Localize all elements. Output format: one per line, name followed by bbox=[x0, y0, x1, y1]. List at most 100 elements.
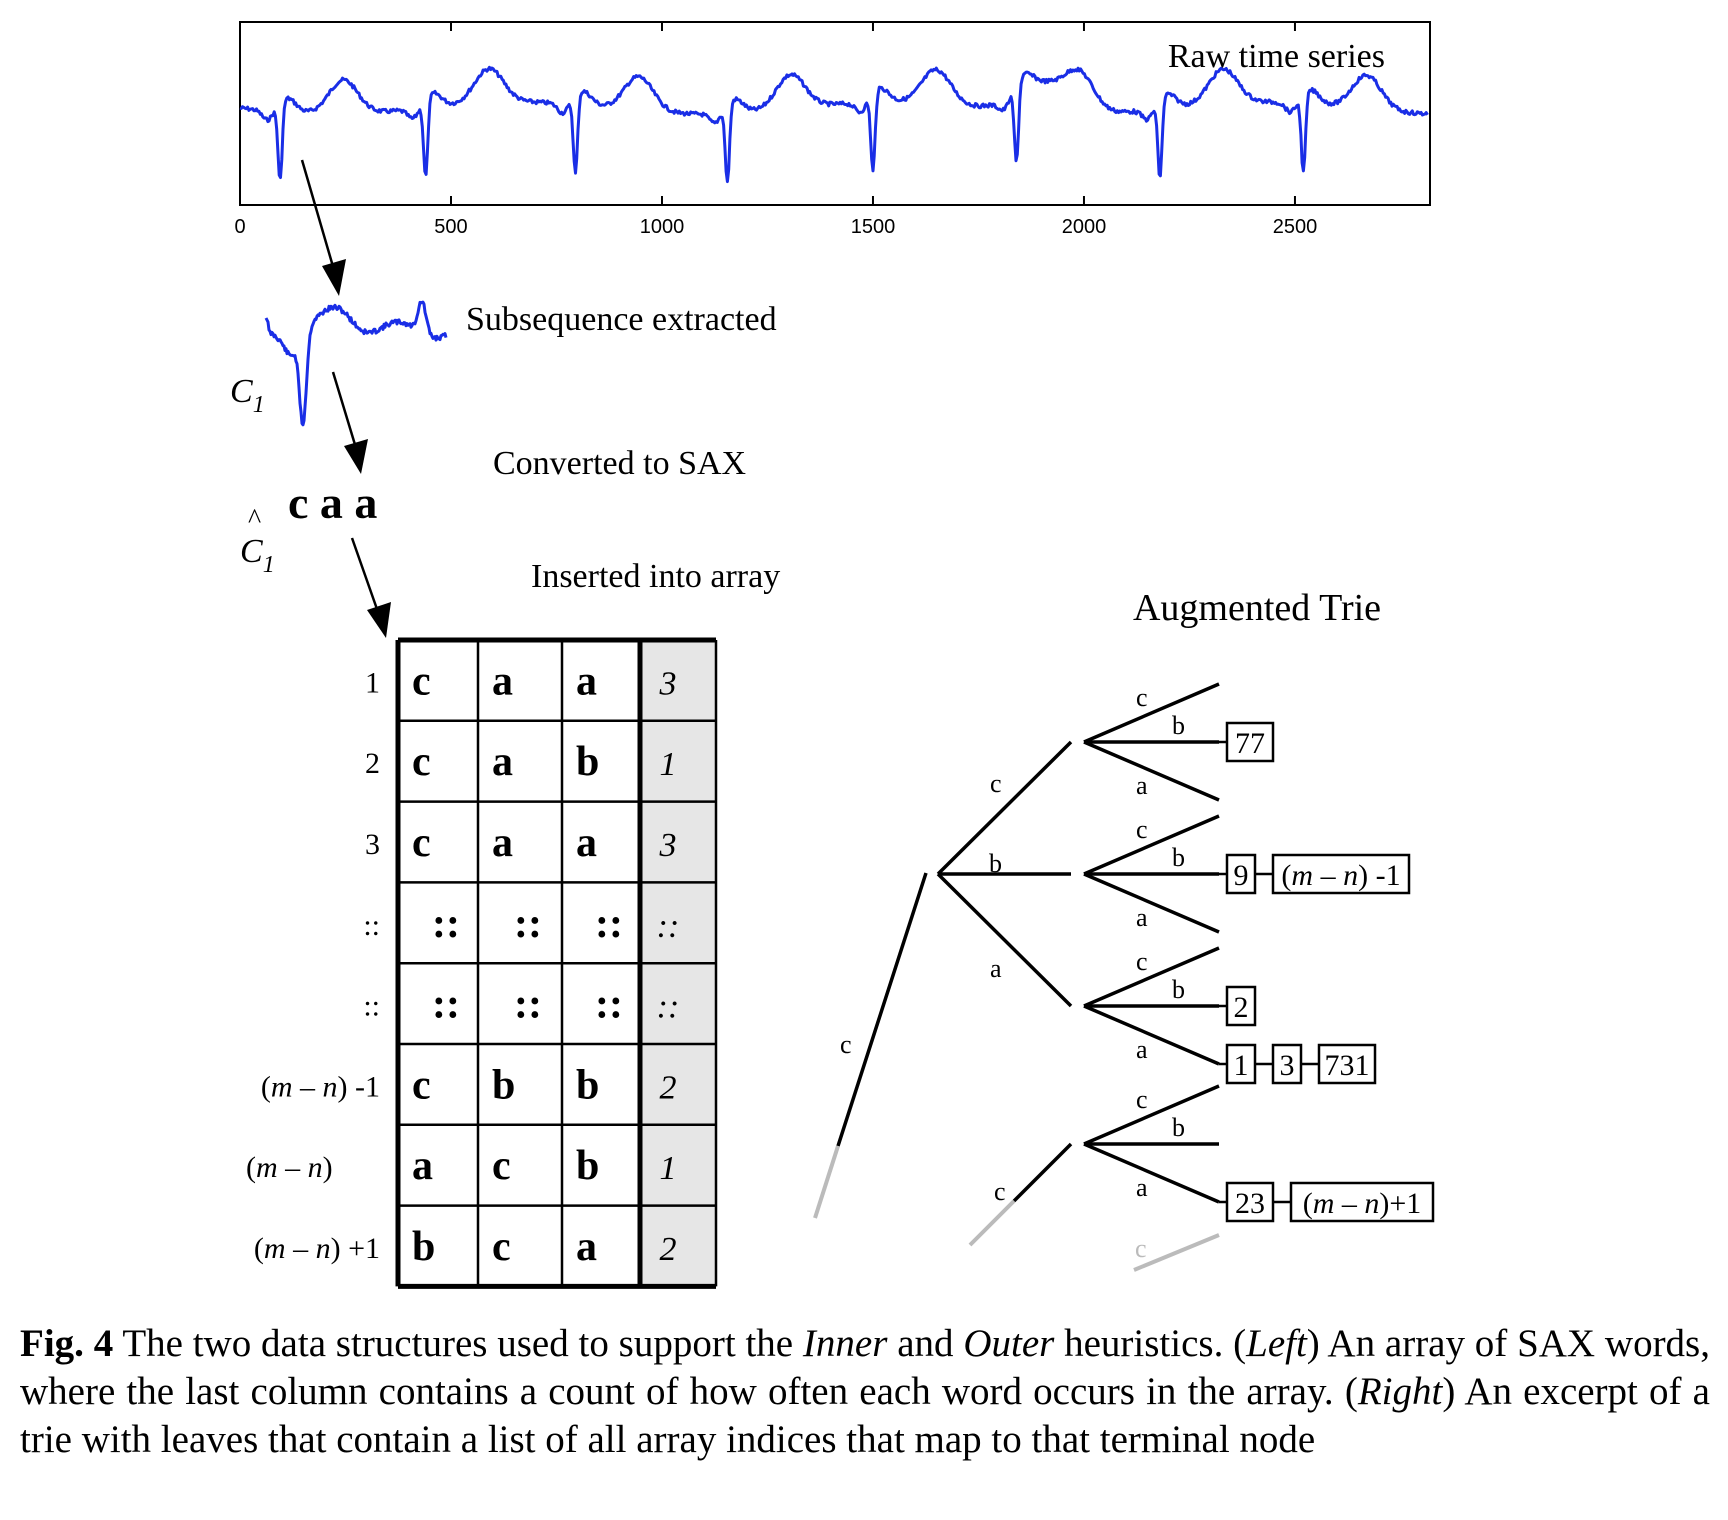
arrow-to-subsequence bbox=[300, 159, 336, 271]
array-letter-cell: a bbox=[576, 658, 597, 704]
trie-leaves: 77 9 (m – n) -1 2 1 3 731 23 (m – n)+1 bbox=[1219, 721, 1435, 1223]
caption-inner: Inner bbox=[802, 1322, 888, 1365]
array-count-cell: 2 bbox=[660, 1069, 677, 1106]
trie-edge-b-label: b bbox=[989, 849, 1002, 878]
array-row-label: 2 bbox=[365, 747, 380, 780]
array-group: Inserted into array c a a 31c a b 12c a a 33:::::… bbox=[246, 537, 780, 1289]
arrow-to-subsequence-head bbox=[322, 259, 346, 296]
raw-series-x-tick-label: 0 bbox=[234, 216, 245, 238]
trie-leaf-value: 3 bbox=[1280, 1049, 1295, 1082]
caption-text-4: ) An array of SAX words, where the last … bbox=[20, 1322, 1710, 1413]
array-letter-cell: c bbox=[492, 1143, 511, 1189]
array-letter-cell: b bbox=[576, 739, 599, 785]
arrow-to-sax bbox=[331, 371, 358, 449]
array-count-cell: :: bbox=[657, 908, 680, 945]
caption-text-2: and bbox=[887, 1322, 964, 1365]
trie-leaf-box bbox=[1225, 721, 1275, 763]
array-letter-cell: c bbox=[412, 658, 431, 704]
array-row-label: :: bbox=[363, 909, 380, 942]
arrow-to-sax-head bbox=[344, 439, 368, 474]
sax-name: C1 bbox=[240, 533, 275, 578]
array-letter-cell: a bbox=[492, 658, 513, 704]
array-letter-cell: :: bbox=[514, 982, 542, 1028]
trie-leaf-box bbox=[1271, 853, 1411, 895]
array-row-label: (m – n) -1 bbox=[261, 1070, 380, 1103]
array-row-label: 3 bbox=[365, 828, 380, 861]
caption-text-3: heuristics. ( bbox=[1054, 1322, 1247, 1365]
raw-series-label: Raw time series bbox=[1168, 38, 1385, 75]
array-letter-cell: a bbox=[576, 1224, 597, 1270]
trie-edge-l2-b-label: b bbox=[1172, 975, 1185, 1004]
trie-leaf-value: 1 bbox=[1234, 1049, 1249, 1082]
trie-edge-lower-c bbox=[1012, 1142, 1073, 1203]
trie-edge-l2-b-label: b bbox=[1172, 843, 1185, 872]
trie-leaf-value: 23 bbox=[1235, 1187, 1265, 1220]
trie-edge-l2-a bbox=[1083, 872, 1220, 934]
array-row-label: 1 bbox=[365, 666, 380, 699]
trie-edge-l2-c bbox=[1083, 946, 1220, 1008]
trie-edge-l2-b-label: b bbox=[1172, 711, 1185, 740]
trie-leaf-box bbox=[1317, 1043, 1377, 1085]
trie-leaf-box bbox=[1225, 1181, 1275, 1223]
trie-leaf-value: 9 bbox=[1234, 859, 1249, 892]
caption-text-1: The two data structures used to support … bbox=[113, 1322, 803, 1365]
raw-series-x-tick-label: 1500 bbox=[851, 216, 896, 238]
trie-edge-l2-c-label: c bbox=[1136, 683, 1148, 712]
sax-group: Converted to SAX c a a ^ C1 bbox=[240, 371, 746, 578]
trie-leaf-value: 77 bbox=[1235, 727, 1265, 760]
trie-edge-a-label: a bbox=[990, 954, 1002, 983]
array-label: Inserted into array bbox=[531, 558, 780, 595]
caption-fig-number: Fig. 4 bbox=[20, 1322, 114, 1365]
array-letter-cell: c bbox=[412, 1062, 431, 1108]
array-row-label: :: bbox=[363, 990, 380, 1023]
array-letter-cell: b bbox=[576, 1062, 599, 1108]
caption-right: Right bbox=[1357, 1370, 1443, 1413]
raw-series-x-tick-label: 1000 bbox=[640, 216, 685, 238]
caption-outer: Outer bbox=[963, 1322, 1055, 1365]
subsequence-line bbox=[264, 300, 448, 427]
trie-edge-l2-a-label: a bbox=[1136, 771, 1148, 800]
array-letter-cell: c bbox=[412, 820, 431, 866]
trie-leaf-box bbox=[1289, 1181, 1435, 1223]
trie-edge-l2-c bbox=[1083, 814, 1220, 876]
trie-edge-l2-a bbox=[1083, 740, 1220, 802]
raw-series-line bbox=[239, 65, 1429, 184]
caption-text-5: ) An excerpt of a trie with leaves that … bbox=[20, 1370, 1710, 1461]
array-letter-cell: :: bbox=[595, 982, 623, 1028]
trie-root-edge bbox=[836, 872, 928, 1147]
sax-label: Converted to SAX bbox=[493, 445, 746, 482]
trie-edge-l2-c-label: c bbox=[1136, 1085, 1148, 1114]
array-letter-cell: c bbox=[492, 1224, 511, 1270]
array-letter-cell: c bbox=[412, 739, 431, 785]
array-letter-cell: a bbox=[576, 820, 597, 866]
trie-root-edge-faded bbox=[813, 1145, 840, 1219]
trie-leaf-box bbox=[1225, 853, 1257, 895]
array-letter-cell: a bbox=[492, 820, 513, 866]
array-letter-cell: :: bbox=[432, 982, 460, 1028]
subsequence-name: C1 bbox=[230, 373, 265, 418]
trie-edge-l2-a-label: a bbox=[1136, 1173, 1148, 1202]
sax-word: c a a bbox=[288, 477, 377, 528]
array-count-cell: 1 bbox=[660, 746, 677, 783]
array-letter-cell: b bbox=[576, 1143, 599, 1189]
subsequence-group: Subsequence extracted C1 bbox=[230, 159, 777, 427]
array-row-label: (m – n) bbox=[246, 1151, 333, 1184]
array-count-cell: 2 bbox=[660, 1231, 677, 1268]
trie-edge-c-label: c bbox=[990, 769, 1002, 798]
trie-leaf-value: (m – n) -1 bbox=[1281, 859, 1400, 892]
array-count-cell: 3 bbox=[659, 827, 677, 864]
trie-edge-a bbox=[936, 872, 1073, 1008]
trie-leaf-value: 731 bbox=[1325, 1049, 1370, 1082]
sax-subscript: 1 bbox=[263, 552, 275, 578]
trie-title: Augmented Trie bbox=[1133, 587, 1381, 629]
trie-edge-lower-c-faded bbox=[968, 1199, 1016, 1247]
arrow-to-array bbox=[350, 537, 380, 613]
raw-series-x-tick-label: 2000 bbox=[1062, 216, 1107, 238]
trie-leaf-value: (m – n)+1 bbox=[1303, 1187, 1422, 1220]
trie-edge-l2-c-label: c bbox=[1136, 947, 1148, 976]
trie-edge-l2-c-label: c bbox=[1136, 815, 1148, 844]
trie-edge-l2-a-label: a bbox=[1136, 1035, 1148, 1064]
subsequence-label: Subsequence extracted bbox=[466, 301, 777, 338]
subsequence-subscript: 1 bbox=[253, 392, 265, 418]
